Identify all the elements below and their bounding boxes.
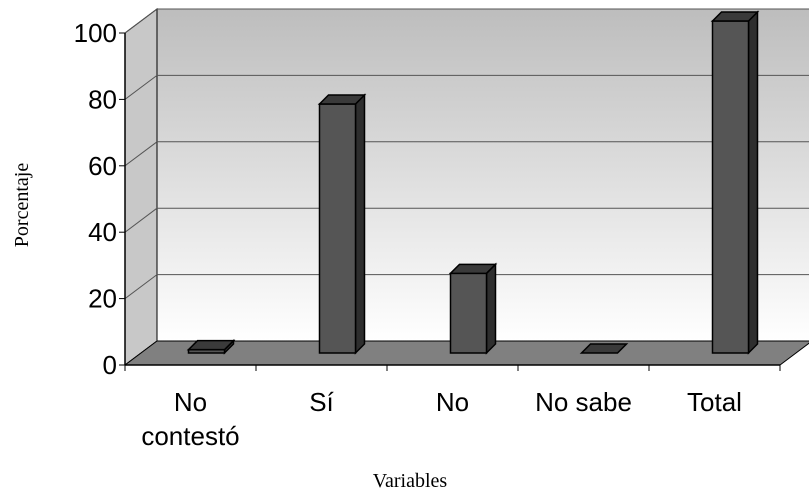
bar [710, 10, 760, 355]
side-wall [124, 8, 158, 366]
x-tick-label: No contestó [141, 387, 239, 451]
x-tick-label: No sabe [535, 387, 632, 417]
bar-face [354, 93, 366, 355]
bar [579, 343, 629, 354]
y-tick-label: 60 [88, 151, 117, 181]
bar [448, 262, 498, 355]
bar-face [711, 20, 750, 354]
bar-face [710, 11, 760, 22]
x-tick-label: Total [687, 387, 742, 417]
plot-area: 0 20 40 60 80 100 No contestó Sí No No sabe Total [74, 8, 809, 451]
bar [317, 93, 367, 355]
gridline [124, 274, 158, 300]
x-tick-label: Sí [309, 387, 334, 417]
gridline [124, 207, 158, 233]
x-tick-label: No [436, 387, 469, 417]
bar-face [317, 94, 367, 105]
bar-face [186, 339, 236, 351]
bar-face [579, 343, 629, 354]
y-tick-label: 80 [88, 84, 117, 114]
y-axis-label: Porcentaje [11, 163, 33, 248]
bar-face [449, 272, 488, 354]
gridline [124, 8, 158, 34]
bar-face [747, 10, 759, 355]
y-tick-label: 100 [74, 18, 117, 48]
gridline [124, 75, 158, 100]
y-tick-label: 20 [88, 284, 117, 314]
bar-face [448, 263, 498, 275]
bar [186, 338, 236, 355]
x-axis-label: Variables [373, 470, 448, 492]
bar-face [485, 262, 497, 355]
bar-face [318, 103, 357, 354]
y-tick-label: 0 [103, 350, 117, 380]
y-tick-label: 40 [88, 217, 117, 247]
gridline [124, 141, 158, 167]
